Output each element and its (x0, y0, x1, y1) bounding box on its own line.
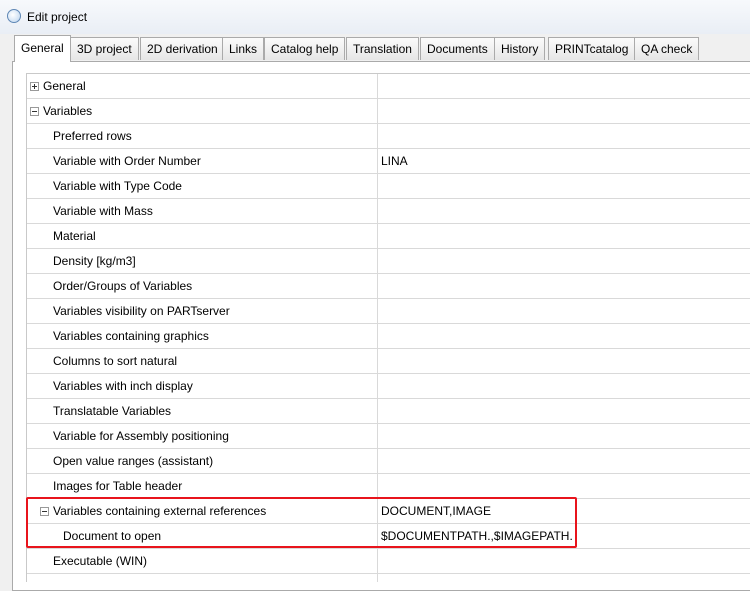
property-value[interactable] (377, 449, 750, 473)
title-bar: Edit project (0, 0, 750, 34)
tab[interactable]: 3D project (70, 37, 139, 60)
property-row[interactable]: Preferred rows (27, 124, 750, 149)
property-label: Preferred rows (53, 129, 132, 143)
property-label: General (43, 79, 86, 93)
property-value[interactable] (377, 349, 750, 373)
tab[interactable]: General (14, 35, 71, 62)
property-label: Executable (WIN) (53, 554, 148, 568)
property-label: Document to open (63, 529, 162, 543)
property-label: Density [kg/m3] (53, 254, 136, 268)
expander[interactable] (30, 82, 39, 91)
property-value[interactable] (377, 174, 750, 198)
property-label: Material (53, 229, 96, 243)
tab[interactable]: Documents (420, 37, 495, 60)
property-row[interactable]: General (27, 74, 750, 99)
property-row[interactable]: Material (27, 224, 750, 249)
property-value[interactable] (377, 574, 750, 582)
tab[interactable]: QA check (634, 37, 700, 60)
property-value[interactable]: $DOCUMENTPATH.,$IMAGEPATH. (377, 524, 750, 548)
property-row[interactable]: Density [kg/m3] (27, 249, 750, 274)
property-label: Variable for Assembly positioning (53, 429, 229, 443)
property-value[interactable] (377, 374, 750, 398)
property-value[interactable] (377, 99, 750, 123)
property-label: Variables visibility on PARTserver (53, 304, 230, 318)
property-label: Order/Groups of Variables (53, 279, 193, 293)
highlight-box (26, 497, 577, 548)
property-label: Variable with Mass (53, 204, 153, 218)
property-value[interactable] (377, 249, 750, 273)
property-value[interactable] (377, 474, 750, 498)
property-row[interactable]: Variable with Order Number LINA (27, 149, 750, 174)
property-row[interactable]: Variables containing graphics (27, 324, 750, 349)
property-value[interactable]: DOCUMENT,IMAGE (377, 499, 750, 523)
property-label: Variables (43, 104, 93, 118)
property-value[interactable] (377, 74, 750, 98)
tab[interactable]: 2D derivation (140, 37, 225, 60)
property-value[interactable] (377, 274, 750, 298)
property-row[interactable]: Document to open $DOCUMENTPATH.,$IMAGEPAT… (27, 524, 750, 549)
property-row[interactable]: Variable with Mass (27, 199, 750, 224)
tab[interactable]: Translation (346, 37, 419, 60)
property-row[interactable] (27, 574, 750, 582)
expander[interactable] (30, 107, 39, 116)
property-label: Variables with inch display (53, 379, 193, 393)
property-row[interactable]: Columns to sort natural (27, 349, 750, 374)
property-value[interactable] (377, 299, 750, 323)
property-row[interactable]: Variables containing external references… (27, 499, 750, 524)
property-value[interactable]: LINA (377, 149, 750, 173)
property-value[interactable] (377, 549, 750, 573)
property-value[interactable] (377, 399, 750, 423)
property-label: Columns to sort natural (53, 354, 178, 368)
property-row[interactable]: Order/Groups of Variables (27, 274, 750, 299)
property-row[interactable]: Open value ranges (assistant) (27, 449, 750, 474)
property-row[interactable]: Translatable Variables (27, 399, 750, 424)
property-row[interactable]: Variables with inch display (27, 374, 750, 399)
property-label: Variables containing external references (53, 504, 267, 518)
property-value[interactable] (377, 224, 750, 248)
property-label: Variable with Type Code (53, 179, 182, 193)
tab[interactable]: History (494, 37, 546, 60)
property-label: Translatable Variables (53, 404, 172, 418)
tab-panel (12, 61, 750, 591)
property-row[interactable]: Variable with Type Code (27, 174, 750, 199)
app-icon (7, 9, 21, 23)
property-row[interactable]: Executable (WIN) (27, 549, 750, 574)
property-label: Variables containing graphics (53, 329, 209, 343)
property-row[interactable]: Variables (27, 99, 750, 124)
property-value[interactable] (377, 424, 750, 448)
property-label: Variable with Order Number (53, 154, 201, 168)
property-value[interactable] (377, 199, 750, 223)
property-value[interactable] (377, 124, 750, 148)
tab[interactable]: Catalog help (264, 37, 346, 60)
property-row[interactable]: Images for Table header (27, 474, 750, 499)
property-grid: General Variables Preferred rows Variable w… (26, 73, 750, 582)
property-label: Open value ranges (assistant) (53, 454, 214, 468)
property-label: Images for Table header (53, 479, 183, 493)
property-value[interactable] (377, 324, 750, 348)
property-row[interactable]: Variable for Assembly positioning (27, 424, 750, 449)
window-title: Edit project (27, 10, 88, 24)
tab[interactable]: PRINTcatalog (548, 37, 636, 60)
tab[interactable]: Links (222, 37, 265, 60)
expander[interactable] (40, 507, 49, 516)
property-row[interactable]: Variables visibility on PARTserver (27, 299, 750, 324)
